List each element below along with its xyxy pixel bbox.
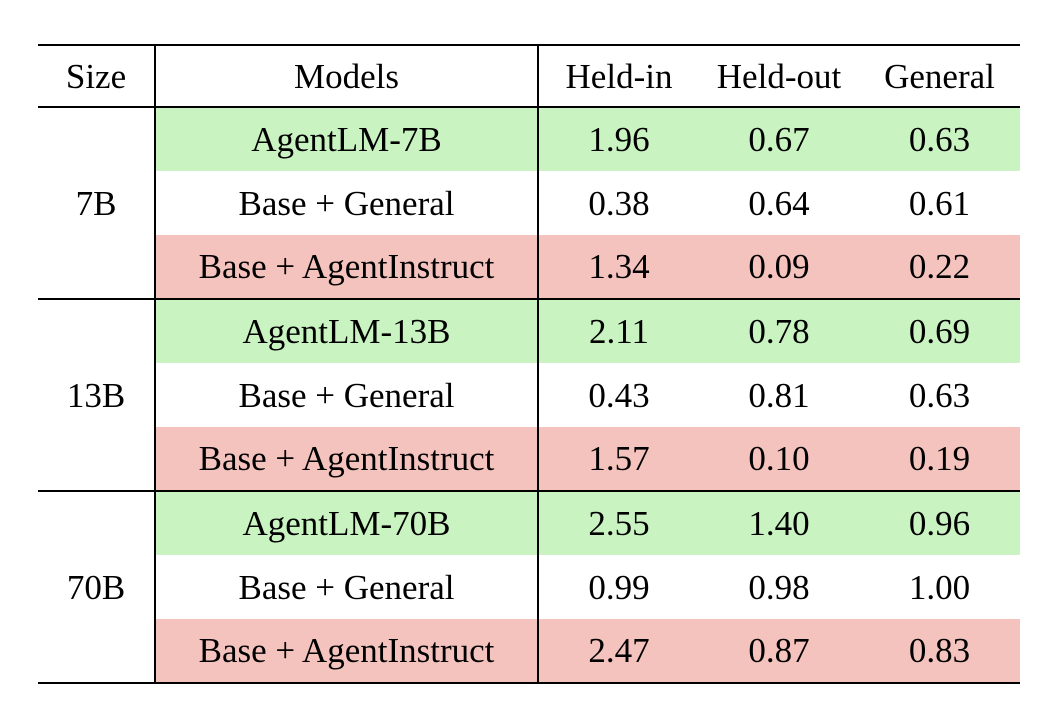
value-cell-held-out: 0.67	[699, 107, 859, 171]
value-cell-held-out: 0.78	[699, 299, 859, 363]
value-cell-general: 0.61	[908, 183, 971, 223]
value-cell-general: 0.22	[859, 235, 1020, 299]
value-cell-held-in: 2.47	[538, 619, 699, 683]
value-cell-held-in: 0.43	[588, 375, 650, 415]
value-cell-general: 0.19	[859, 427, 1020, 491]
table-row: 70B AgentLM-70B 2.55 1.40 0.96	[38, 491, 1020, 683]
value-cell-general: 0.63	[859, 107, 1020, 171]
value-cell-held-out: 0.98	[748, 567, 810, 607]
table-row: Base + AgentInstruct 2.47 0.87 0.83	[38, 619, 1020, 683]
value-cell-held-in: 1.57	[538, 427, 699, 491]
table-header: Size Models Held-in Held-out General	[38, 45, 1020, 107]
table-row: Base + General 0.38 0.64 0.61	[38, 171, 1020, 235]
value-cell-held-out: 0.09	[699, 235, 859, 299]
size-group-13b: 13B AgentLM-13B 2.11 0.78 0.69 Base + Ge…	[38, 299, 1020, 491]
table-row: Base + General 0.43 0.81 0.63	[38, 363, 1020, 427]
value-cell-held-in: 2.55	[538, 491, 699, 555]
table-row: 13B AgentLM-13B 2.11 0.78 0.69	[38, 299, 1020, 491]
value-cell-general: 0.63	[908, 375, 971, 415]
model-cell: AgentLM-13B	[155, 299, 539, 363]
col-header-size: Size	[38, 45, 156, 107]
size-cell: 7B	[38, 107, 156, 299]
value-cell-held-out: 0.87	[699, 619, 859, 683]
value-cell-held-in: 0.99	[588, 567, 650, 607]
size-cell: 70B	[38, 491, 156, 683]
value-cell-held-in: 1.96	[538, 107, 699, 171]
value-cell-held-in: 0.38	[588, 183, 650, 223]
value-cell-general: 0.96	[859, 491, 1020, 555]
value-cell-held-out: 1.40	[699, 491, 859, 555]
model-cell: Base + AgentInstruct	[155, 235, 539, 299]
size-group-70b: 70B AgentLM-70B 2.55 1.40 0.96 Base + Ge…	[38, 491, 1020, 683]
model-cell: AgentLM-7B	[155, 107, 539, 171]
results-table: Size Models Held-in Held-out General 7B …	[38, 44, 1020, 684]
col-header-held-in: Held-in	[565, 56, 673, 96]
value-cell-held-in: 2.11	[538, 299, 699, 363]
value-cell-held-out: 0.10	[699, 427, 859, 491]
table-row: Base + AgentInstruct 1.57 0.10 0.19	[38, 427, 1020, 491]
value-cell-general: 0.83	[859, 619, 1020, 683]
col-header-models: Models	[155, 45, 539, 107]
table-row: 7B AgentLM-7B 1.96 0.67 0.63	[38, 107, 1020, 299]
value-cell-held-out: 0.81	[748, 375, 810, 415]
model-cell: Base + AgentInstruct	[155, 427, 539, 491]
size-cell: 13B	[38, 299, 156, 491]
col-header-general: General	[884, 56, 995, 96]
col-header-held-out: Held-out	[716, 56, 842, 96]
value-cell-general: 1.00	[908, 567, 971, 607]
size-group-7b: 7B AgentLM-7B 1.96 0.67 0.63 Base + Gene…	[38, 107, 1020, 299]
model-cell: Base + AgentInstruct	[155, 619, 539, 683]
model-cell: Base + General	[155, 555, 539, 619]
value-cell-held-out: 0.64	[748, 183, 810, 223]
value-cell-held-in: 1.34	[538, 235, 699, 299]
model-cell: AgentLM-70B	[155, 491, 539, 555]
header-row: Size Models Held-in Held-out General	[38, 45, 1020, 107]
table-row: Base + General 0.99 0.98 1.00	[38, 555, 1020, 619]
model-cell: Base + General	[155, 171, 539, 235]
table-row: Base + AgentInstruct 1.34 0.09 0.22	[38, 235, 1020, 299]
value-cell-general: 0.69	[859, 299, 1020, 363]
model-cell: Base + General	[155, 363, 539, 427]
